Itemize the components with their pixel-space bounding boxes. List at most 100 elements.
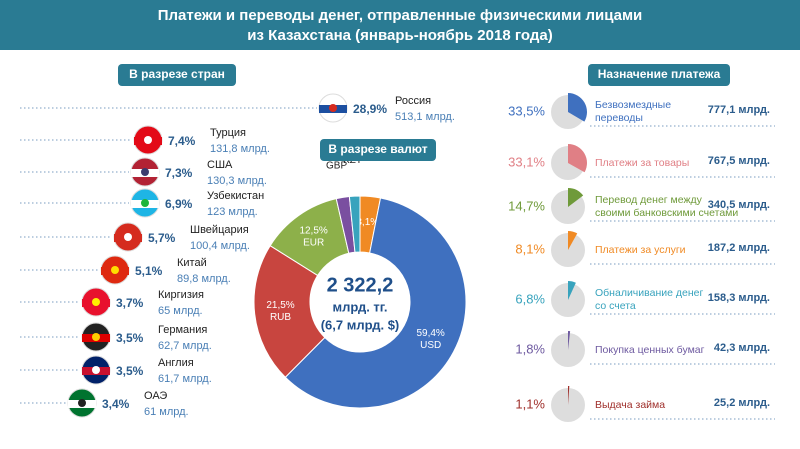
- purpose-amount: 25,2 млрд.: [714, 397, 770, 409]
- purpose-name: Выдача займа: [595, 399, 665, 411]
- country-amount: 62,7 млрд.: [158, 340, 212, 352]
- country-name: Узбекистан: [207, 190, 264, 202]
- pie-slice: [568, 331, 571, 350]
- section-header: В разрезе стран: [129, 67, 225, 81]
- country-name: Германия: [158, 324, 207, 336]
- purpose-name: Покупка ценных бумаг: [595, 344, 705, 356]
- country-amount: 130,3 млрд.: [207, 175, 267, 187]
- donut-segment: [253, 244, 326, 378]
- flag-emblem: [329, 104, 337, 112]
- center-unit: млрд. тг.: [332, 299, 387, 314]
- flag-emblem: [141, 199, 149, 207]
- segment-category: RUB: [270, 312, 291, 323]
- pie-slice: [568, 93, 587, 122]
- country-share: 3,5%: [116, 364, 144, 378]
- purpose-name-part: переводы: [595, 112, 643, 124]
- purpose-share: 33,5%: [508, 103, 545, 118]
- country-share: 3,7%: [116, 296, 144, 310]
- country-share: 3,5%: [116, 331, 144, 345]
- country-amount: 513,1 млрд.: [395, 111, 455, 123]
- section-pill: [118, 64, 236, 86]
- purpose-name: Платежи за товары: [595, 157, 689, 169]
- country-name: США: [207, 159, 233, 171]
- purpose-share: 33,1%: [508, 154, 545, 169]
- country-share: 7,3%: [165, 166, 193, 180]
- segment-category: EUR: [303, 237, 324, 248]
- flag-emblem: [92, 366, 100, 374]
- donut-segment: [284, 197, 467, 409]
- purpose-name-part: со счета: [595, 300, 636, 312]
- purpose-amount: 158,3 млрд.: [708, 292, 770, 304]
- country-name: Китай: [177, 257, 207, 269]
- title-line: из Казахстана (январь-ноябрь 2018 года): [247, 27, 552, 44]
- pie-slice: [568, 231, 578, 250]
- country-name: ОАЭ: [144, 390, 167, 402]
- segment-label: 12,5%: [299, 225, 327, 236]
- purpose-name-part: своими банковскими счетами: [595, 207, 738, 219]
- country-name: Турция: [210, 127, 246, 139]
- segment-category: USD: [420, 340, 441, 351]
- purpose-name: Платежи за услуги: [595, 244, 686, 256]
- section-header: Назначение платежа: [598, 67, 721, 81]
- purpose-amount: 777,1 млрд.: [708, 104, 770, 116]
- purpose-amount: 340,5 млрд.: [708, 199, 770, 211]
- purpose-amount: 767,5 млрд.: [708, 155, 770, 167]
- purpose-name-part: Перевод денег между: [595, 194, 703, 206]
- country-share: 5,7%: [148, 231, 176, 245]
- title-bar: [0, 0, 800, 50]
- country-amount: 131,8 млрд.: [210, 143, 270, 155]
- center-usd: (6,7 млрд. $): [321, 317, 400, 332]
- segment-label: 21,5%: [266, 300, 294, 311]
- chart-title: В разрезе валют: [328, 142, 427, 156]
- country-amount: 61,7 млрд.: [158, 373, 212, 385]
- flag-emblem: [92, 298, 100, 306]
- section-pill: [320, 139, 436, 161]
- country-share: 28,9%: [353, 102, 387, 116]
- flag-emblem: [111, 266, 119, 274]
- purpose-name: Перевод денег между своими банковскими сч…: [595, 194, 738, 219]
- country-share: 5,1%: [135, 264, 163, 278]
- country-amount: 61 млрд.: [144, 406, 189, 418]
- flag-emblem: [124, 233, 132, 241]
- segment-label: 59,4%: [416, 328, 444, 339]
- purpose-share: 14,7%: [508, 198, 545, 213]
- flag-emblem: [144, 136, 152, 144]
- country-share: 3,4%: [102, 397, 130, 411]
- country-name: Англия: [158, 357, 194, 369]
- purpose-share: 8,1%: [515, 241, 545, 256]
- country-share: 6,9%: [165, 197, 193, 211]
- country-amount: 65 млрд.: [158, 305, 203, 317]
- purpose-name: Обналичивание денег со счета: [595, 287, 703, 312]
- purpose-name: Безвозмездные переводы: [595, 99, 671, 124]
- country-amount: 123 млрд.: [207, 206, 258, 218]
- pie-slice: [568, 144, 587, 173]
- purpose-share: 6,8%: [515, 291, 545, 306]
- pie-slice: [568, 188, 584, 207]
- purpose-name-part: Обналичивание денег: [595, 287, 703, 299]
- pie-slice: [568, 281, 576, 300]
- country-name: Киргизия: [158, 289, 204, 301]
- flag-emblem: [92, 333, 100, 341]
- country-amount: 89,8 млрд.: [177, 273, 231, 285]
- pie-slice: [568, 386, 570, 405]
- country-amount: 100,4 млрд.: [190, 240, 250, 252]
- center-value: 2 322,2: [327, 274, 394, 296]
- purpose-name-part: Безвозмездные: [595, 99, 671, 111]
- flag-emblem: [141, 168, 149, 176]
- segment-label: 3,1%: [356, 217, 379, 228]
- purpose-share: 1,1%: [515, 396, 545, 411]
- section-pill: [588, 64, 730, 86]
- purpose-amount: 42,3 млрд.: [714, 342, 770, 354]
- country-share: 7,4%: [168, 134, 196, 148]
- country-name: Россия: [395, 95, 431, 107]
- donut-chart: 3,1%59,4%USD21,5%RUB12,5%EUR2,0%GBP1,6%K…: [253, 143, 467, 409]
- purpose-amount: 187,2 млрд.: [708, 242, 770, 254]
- donut-segment: [348, 195, 361, 253]
- country-name: Швейцария: [190, 224, 249, 236]
- segment-category: GBP: [326, 161, 347, 172]
- flag-emblem: [78, 399, 86, 407]
- title-line: Платежи и переводы денег, отправленные ф…: [158, 7, 643, 24]
- purpose-share: 1,8%: [515, 341, 545, 356]
